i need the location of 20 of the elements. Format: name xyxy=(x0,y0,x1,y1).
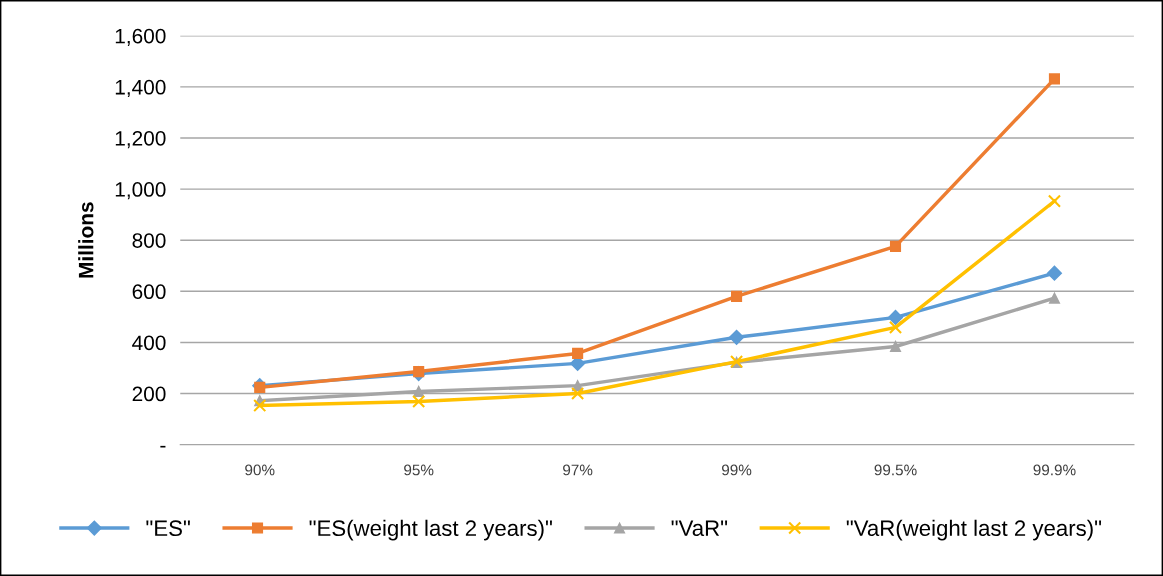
legend-label: "VaR" xyxy=(671,520,728,537)
x-tick-label: 97% xyxy=(563,464,593,476)
y-tick-label: - xyxy=(160,445,166,448)
legend-label: "VaR(weight last 2 years)" xyxy=(846,519,1102,541)
y-axis-title: Millions xyxy=(78,202,94,278)
y-tick-label: 1,000 xyxy=(115,182,166,200)
y-tick-label: 800 xyxy=(132,233,166,248)
x-tick-label: 99.9% xyxy=(1033,464,1076,476)
x-tick-label: 90% xyxy=(245,464,275,476)
x-tick-label: 99.5% xyxy=(874,464,917,476)
y-tick-label: 1,400 xyxy=(115,79,166,98)
legend-label: "ES" xyxy=(146,520,190,537)
x-tick-label: 99% xyxy=(721,464,752,476)
y-tick-label: 400 xyxy=(132,335,166,351)
y-tick-label: 200 xyxy=(132,386,166,402)
legend-label: "ES(weight last 2 years)" xyxy=(309,519,552,541)
y-tick-label: 1,600 xyxy=(115,28,166,46)
y-tick-label: 1,200 xyxy=(115,130,166,149)
x-tick-label: 95% xyxy=(404,464,434,476)
y-tick-label: 600 xyxy=(132,284,166,300)
